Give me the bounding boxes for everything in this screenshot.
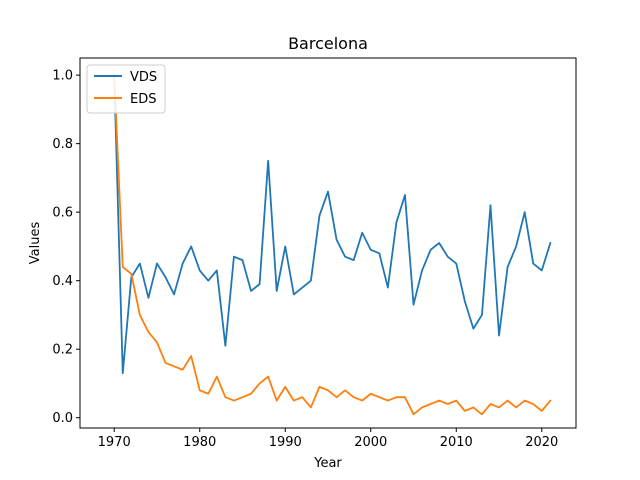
x-axis-label: Year (313, 456, 342, 471)
plot-frame (79, 57, 577, 429)
y-tick-label: 0.2 (52, 343, 73, 358)
x-tick-label: 2000 (354, 435, 387, 450)
y-tick-label: 0.6 (52, 206, 73, 221)
x-tick-label: 2010 (440, 435, 473, 450)
x-tick-label: 1970 (98, 435, 131, 450)
chart-title: Barcelona (288, 34, 368, 53)
series-line-eds (113, 74, 552, 416)
x-tick-label: 1990 (269, 435, 302, 450)
legend-label-vds: VDS (130, 70, 157, 85)
x-axis-ticks: 1970 1980 1990 2000 2010 2020 (98, 428, 558, 450)
x-tick-label: 1980 (183, 435, 216, 450)
legend-label-eds: EDS (130, 92, 156, 107)
series-layer (113, 74, 552, 416)
series-line-vds (113, 74, 552, 375)
x-tick-label: 2020 (525, 435, 558, 450)
y-tick-label: 0.4 (52, 274, 73, 289)
y-tick-label: 0.8 (52, 137, 73, 152)
legend: VDS EDS (86, 64, 166, 114)
y-axis-label: Values (28, 222, 43, 265)
y-tick-label: 0.0 (52, 411, 73, 426)
y-tick-label: 1.0 (52, 69, 73, 84)
y-axis-ticks: 0.0 0.2 0.4 0.6 0.8 1.0 (52, 69, 80, 426)
